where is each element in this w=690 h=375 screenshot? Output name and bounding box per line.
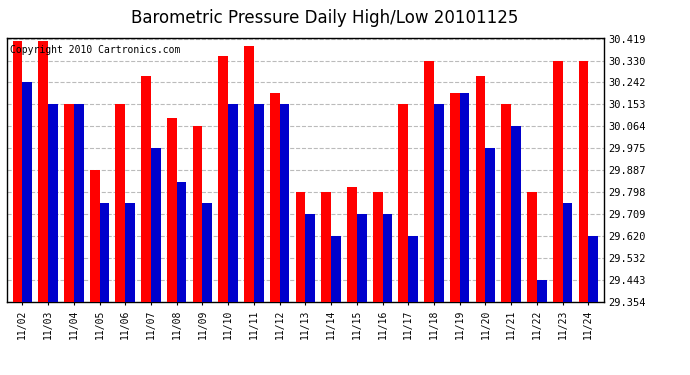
- Bar: [99, 203, 109, 302]
- Bar: [502, 105, 511, 302]
- Bar: [562, 203, 573, 302]
- Bar: [141, 75, 151, 302]
- Bar: [177, 182, 186, 302]
- Bar: [126, 203, 135, 302]
- Bar: [244, 46, 254, 302]
- Bar: [90, 170, 99, 302]
- Bar: [115, 105, 126, 302]
- Bar: [167, 117, 177, 302]
- Bar: [485, 148, 495, 302]
- Bar: [527, 192, 537, 302]
- Bar: [460, 93, 469, 302]
- Bar: [22, 82, 32, 302]
- Bar: [48, 105, 58, 302]
- Bar: [228, 105, 238, 302]
- Bar: [218, 56, 228, 302]
- Bar: [12, 41, 22, 302]
- Bar: [578, 61, 589, 302]
- Bar: [295, 192, 305, 302]
- Bar: [424, 61, 434, 302]
- Bar: [270, 93, 279, 302]
- Bar: [38, 41, 48, 302]
- Bar: [398, 105, 408, 302]
- Bar: [475, 75, 485, 302]
- Bar: [553, 61, 562, 302]
- Bar: [331, 236, 341, 302]
- Bar: [322, 192, 331, 302]
- Bar: [193, 126, 202, 302]
- Bar: [382, 214, 393, 302]
- Bar: [450, 93, 460, 302]
- Bar: [279, 105, 289, 302]
- Bar: [408, 236, 418, 302]
- Bar: [357, 214, 366, 302]
- Bar: [74, 105, 83, 302]
- Bar: [305, 214, 315, 302]
- Text: Copyright 2010 Cartronics.com: Copyright 2010 Cartronics.com: [10, 45, 180, 56]
- Bar: [373, 192, 382, 302]
- Bar: [434, 105, 444, 302]
- Bar: [151, 148, 161, 302]
- Bar: [202, 203, 213, 302]
- Bar: [537, 280, 546, 302]
- Text: Barometric Pressure Daily High/Low 20101125: Barometric Pressure Daily High/Low 20101…: [130, 9, 518, 27]
- Bar: [64, 105, 74, 302]
- Bar: [347, 187, 357, 302]
- Bar: [511, 126, 521, 302]
- Bar: [254, 105, 264, 302]
- Bar: [589, 236, 598, 302]
